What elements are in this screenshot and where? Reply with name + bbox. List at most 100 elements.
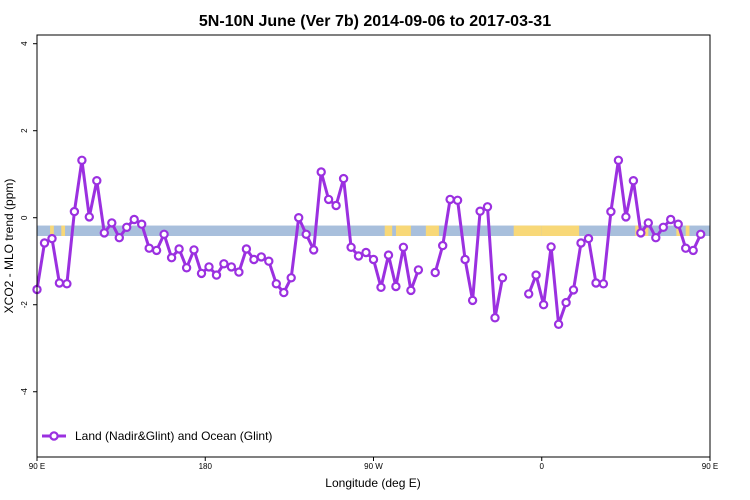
data-point: [166, 253, 177, 263]
data-point: [467, 295, 478, 306]
data-point: [406, 285, 416, 296]
band-land-span-9: [676, 225, 681, 236]
data-point: [323, 194, 334, 205]
data-point: [234, 267, 244, 277]
data-point: [376, 282, 386, 292]
data-point: [54, 278, 65, 288]
data-point: [39, 238, 50, 248]
data-point: [452, 195, 463, 205]
data-point: [606, 206, 616, 217]
series-line-segment-2: [527, 158, 703, 326]
data-point: [651, 232, 661, 243]
data-point: [475, 206, 485, 216]
data-point: [62, 279, 72, 289]
data-point: [460, 254, 470, 265]
band-land-span-10: [685, 225, 690, 236]
data-point: [368, 254, 379, 265]
band-land-span-6: [541, 225, 580, 236]
data-point: [196, 268, 207, 279]
data-point: [561, 297, 571, 308]
data-point: [316, 167, 326, 177]
data-point: [301, 229, 311, 239]
data-point: [482, 202, 493, 212]
y-tick-label: 0: [20, 215, 29, 220]
data-point: [159, 229, 169, 239]
data-point: [643, 218, 654, 228]
data-point: [211, 270, 222, 280]
data-point: [338, 173, 349, 184]
data-point: [681, 243, 691, 253]
band-land-span-5: [513, 225, 542, 236]
legend-marker-swatch: [49, 431, 59, 441]
data-point: [77, 155, 87, 165]
chart-title: 5N-10N June (Ver 7b) 2014-09-06 to 2017-…: [199, 13, 551, 30]
data-point: [658, 222, 669, 232]
data-point: [531, 270, 541, 280]
data-point: [99, 228, 110, 238]
y-axis-ticks: 4 2 0 -2 -4: [20, 41, 37, 395]
data-point: [598, 279, 609, 289]
data-point: [553, 319, 564, 329]
data-point: [47, 233, 57, 244]
data-point: [361, 247, 371, 258]
data-point: [383, 250, 394, 260]
reference-band: [37, 225, 710, 236]
data-point: [144, 243, 154, 253]
y-tick-label: -4: [20, 388, 29, 396]
data-point: [673, 219, 683, 229]
data-point: [591, 278, 601, 288]
band-land-span-8: [644, 225, 649, 236]
data-point: [136, 219, 147, 229]
data-point: [114, 232, 125, 243]
data-point: [309, 245, 319, 255]
y-tick-label: 2: [20, 128, 29, 133]
data-point: [294, 212, 304, 223]
data-point: [69, 206, 80, 217]
x-tick-label: 0: [540, 462, 545, 471]
data-point: [204, 262, 214, 272]
series-line-segment-1: [433, 197, 504, 320]
x-tick-label: 90 E: [702, 462, 718, 471]
data-point: [279, 287, 289, 298]
data-point: [688, 245, 698, 256]
data-point: [497, 273, 508, 283]
data-point: [264, 256, 274, 266]
data-point: [490, 313, 500, 323]
data-point: [696, 229, 706, 239]
data-point: [398, 242, 409, 252]
data-point: [181, 263, 192, 273]
data-point: [666, 214, 676, 225]
band-land-span-4: [425, 225, 439, 236]
data-point: [438, 240, 448, 251]
x-tick-label: 180: [199, 462, 213, 471]
data-point: [121, 222, 132, 232]
legend: Land (Nadir&Glint) and Ocean (Glint): [42, 429, 272, 443]
data-point: [353, 251, 364, 261]
data-point: [226, 262, 237, 272]
band-land-span-1: [61, 225, 66, 236]
data-point: [92, 175, 102, 186]
data-point: [576, 238, 586, 248]
data-point: [413, 265, 424, 275]
series-layer: [32, 155, 706, 329]
data-point: [129, 214, 139, 225]
data-point: [546, 242, 556, 252]
band-land-span-0: [50, 225, 54, 236]
data-point: [568, 285, 579, 295]
data-point: [219, 259, 229, 269]
data-point: [430, 267, 440, 278]
data-point: [524, 289, 534, 299]
data-point: [628, 175, 639, 186]
data-point: [256, 252, 266, 262]
data-point: [249, 254, 259, 265]
data-point: [636, 228, 646, 238]
x-axis-ticks: 90 E 180 90 W 0 90 E: [29, 457, 718, 471]
data-point: [583, 233, 594, 244]
data-point: [84, 212, 95, 222]
band-ocean: [37, 225, 710, 236]
x-axis-label: Longitude (deg E): [325, 476, 420, 490]
data-point: [613, 155, 624, 165]
y-tick-label: -2: [20, 301, 29, 309]
data-point: [286, 273, 296, 283]
